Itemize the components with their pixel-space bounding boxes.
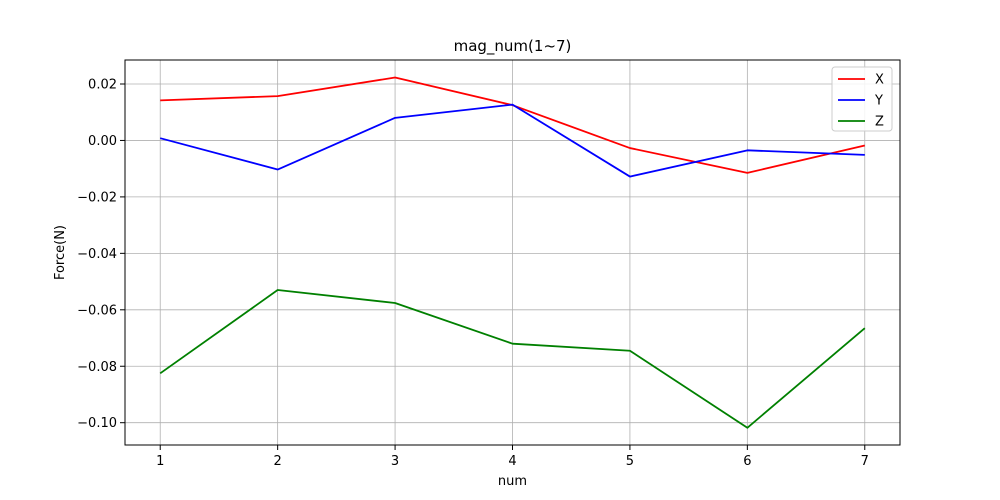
y-tick-label: 0.02 <box>88 77 117 92</box>
chart-title: mag_num(1~7) <box>454 37 572 56</box>
x-tick-label: 7 <box>861 454 869 469</box>
axis-ticks: 1 2 3 4 5 6 7 0.02 0.00 −0.02 −0.04 −0.06 −0.08 −0.10 <box>77 77 869 469</box>
series-group <box>159 76 866 429</box>
x-tick-label: 4 <box>508 454 516 469</box>
x-tick-label: 6 <box>743 454 751 469</box>
y-axis-label: Force(N) <box>53 225 68 280</box>
y-tick-label: −0.10 <box>77 416 117 431</box>
legend-label-z: Z <box>875 115 884 130</box>
x-tick-label: 3 <box>391 454 399 469</box>
series-line-y <box>159 103 865 178</box>
y-tick-label: −0.04 <box>77 247 117 262</box>
x-tick-label: 1 <box>156 454 164 469</box>
grid <box>125 60 900 445</box>
x-axis-label: num <box>498 474 527 489</box>
y-tick-label: −0.02 <box>77 190 117 205</box>
x-tick-label: 5 <box>626 454 634 469</box>
y-tick-label: −0.06 <box>77 303 117 318</box>
legend: XYZ <box>831 66 893 132</box>
x-tick-label: 2 <box>274 454 282 469</box>
legend-label-y: Y <box>874 94 883 109</box>
legend-label-x: X <box>875 73 884 88</box>
y-tick-label: −0.08 <box>77 360 117 375</box>
y-tick-label: 0.00 <box>88 134 117 149</box>
series-line-z <box>159 289 866 429</box>
legend-box <box>831 66 893 132</box>
